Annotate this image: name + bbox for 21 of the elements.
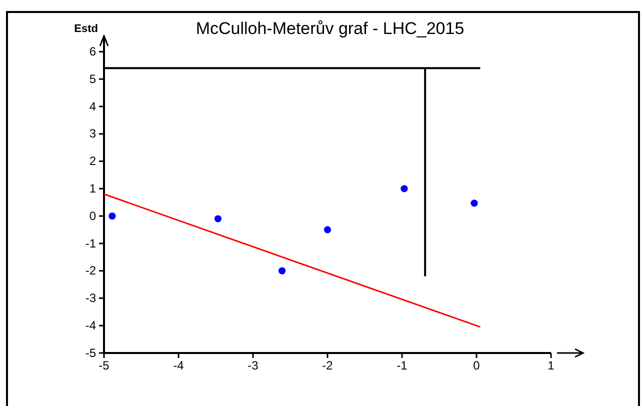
x-tick-label: -4 [173,358,184,373]
y-axis-title: Estd [74,23,98,35]
y-tick-label: 6 [89,44,96,59]
x-tick-label: -3 [248,358,259,373]
y-tick-label: 4 [89,99,96,114]
chart-title: McCulloh-Meterův graf - LHC_2015 [196,19,464,38]
y-tick-label: 0 [89,208,96,223]
y-tick-label: -3 [85,291,96,306]
x-tick-label: -1 [396,358,408,373]
y-tick-label: -1 [85,236,96,250]
y-tick-label: 5 [89,72,96,86]
y-tick-label: -4 [85,318,96,332]
x-tick-label: -2 [322,358,334,373]
y-tick-label: 1 [89,181,96,196]
y-tick-label: -2 [85,264,96,278]
x-tick-label: 0 [473,358,480,373]
x-tick-label: 1 [548,358,555,373]
y-tick-label: -5 [85,346,96,360]
y-tick-label: 3 [89,126,96,141]
x-tick-label: -5 [98,358,110,373]
y-tick-label: 2 [89,154,96,168]
